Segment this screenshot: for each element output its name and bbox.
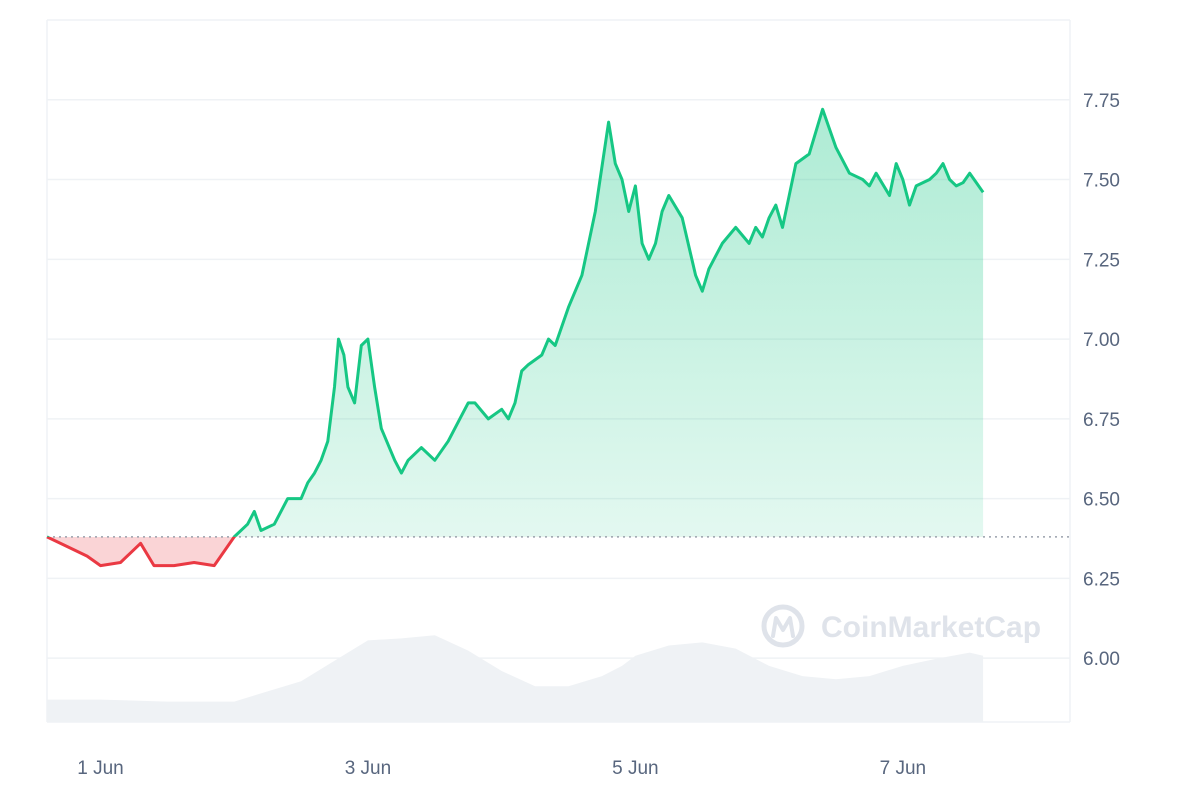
price-area-down <box>47 536 235 566</box>
y-tick-label: 7.50 <box>1083 171 1120 192</box>
price-area-fill <box>47 109 984 566</box>
y-tick-label: 6.50 <box>1083 490 1120 511</box>
y-axis: 6.00 6.25 6.50 6.75 7.00 7.25 7.50 7.75 <box>1083 91 1120 670</box>
y-tick-label: 7.00 <box>1083 330 1120 351</box>
x-axis: 1 Jun 3 Jun 5 Jun 7 Jun <box>77 758 926 779</box>
volume-area-shape <box>47 635 984 722</box>
y-tick-label: 7.75 <box>1083 91 1120 112</box>
x-tick-label: 5 Jun <box>612 758 658 779</box>
y-tick-label: 6.25 <box>1083 569 1120 590</box>
price-area-up <box>47 109 984 537</box>
y-tick-label: 6.00 <box>1083 649 1120 670</box>
price-line-up <box>46 107 985 537</box>
watermark-text: CoinMarketCap <box>821 611 1041 644</box>
coinmarketcap-watermark: CoinMarketCap <box>761 604 1041 648</box>
x-tick-label: 7 Jun <box>880 758 926 779</box>
x-tick-label: 3 Jun <box>345 758 391 779</box>
volume-area <box>47 635 984 722</box>
y-tick-label: 7.25 <box>1083 250 1120 271</box>
coinmarketcap-logo-icon <box>761 604 805 648</box>
price-line <box>46 107 985 568</box>
x-tick-label: 1 Jun <box>77 758 123 779</box>
y-tick-label: 6.75 <box>1083 410 1120 431</box>
